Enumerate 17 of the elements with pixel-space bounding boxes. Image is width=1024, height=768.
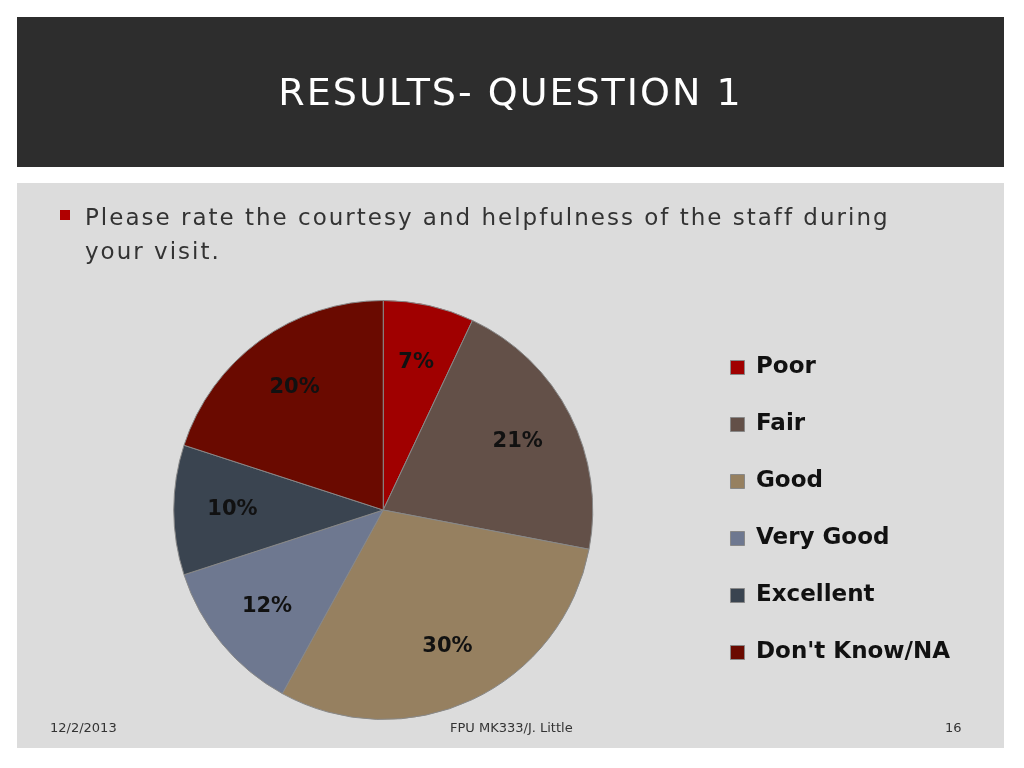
data-label: 10%	[207, 496, 258, 521]
legend-label: Poor	[755, 352, 817, 379]
text: FPU MK333/J. Little	[450, 720, 573, 735]
legend-label: Don't Know/NA	[755, 637, 951, 664]
legend-label: Fair	[755, 409, 806, 436]
chart-title: RESULTS- QUESTION 1	[278, 70, 743, 114]
data-label: 7%	[398, 349, 434, 374]
data-label: 21%	[492, 427, 543, 452]
legend-label: Good	[755, 466, 823, 493]
chart-subtitle: Please rate the courtesy and helpfulness of the staff during your visit.	[85, 203, 891, 266]
data-label: 20%	[269, 374, 320, 399]
data-label: 12%	[241, 592, 293, 617]
data-label: 30%	[422, 632, 473, 657]
text: 16	[945, 720, 962, 735]
legend-label: Very Good	[755, 523, 890, 550]
legend-label: Excellent	[755, 580, 875, 607]
text: 12/2/2013	[50, 720, 117, 735]
